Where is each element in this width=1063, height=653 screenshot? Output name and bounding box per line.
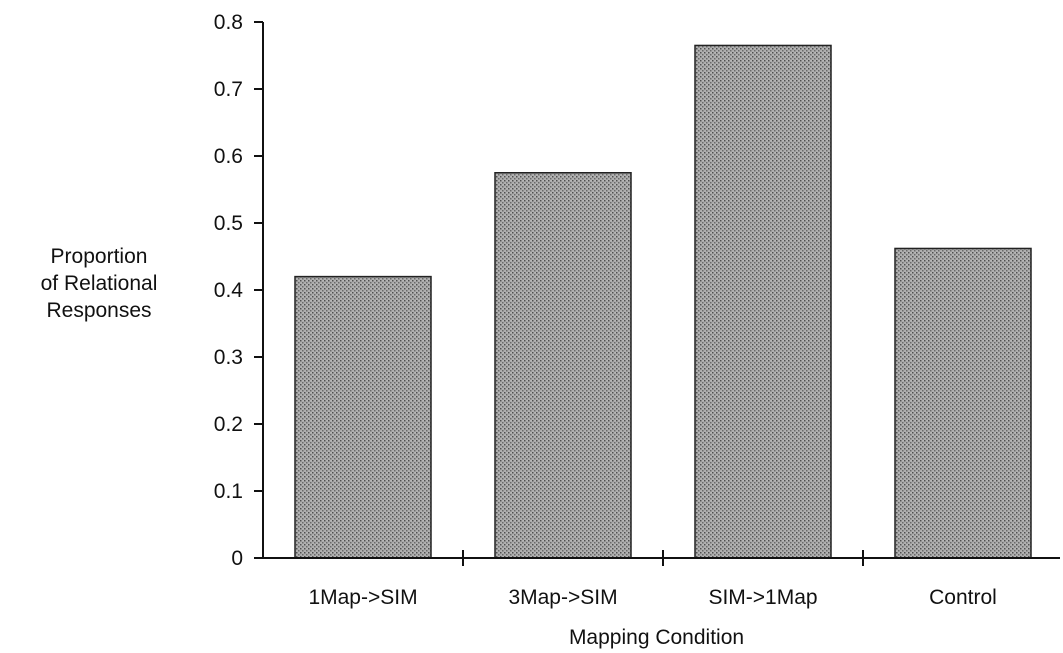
y-tick-label: 0.1 [214, 480, 243, 503]
category-label: 3Map->SIM [508, 586, 617, 609]
bar-control [894, 247, 1032, 559]
y-axis-title-line-3: Responses [46, 299, 151, 322]
y-ticks: 0 0.1 0.2 0.3 0.4 0.5 0.6 0.7 0.8 [214, 11, 263, 570]
category-label: SIM->1Map [708, 586, 817, 609]
bar-sim-1map [694, 44, 832, 559]
y-tick-label: 0.7 [214, 78, 243, 101]
bars-layer [294, 44, 1032, 559]
category-label: 1Map->SIM [308, 586, 417, 609]
bar-3map-sim [494, 172, 632, 559]
y-tick-label: 0.2 [214, 413, 243, 436]
category-labels: 1Map->SIM 3Map->SIM SIM->1Map Control [308, 586, 996, 609]
y-axis-title-line-2: of Relational [41, 272, 158, 295]
y-tick-label: 0.6 [214, 145, 243, 168]
y-tick-label: 0.3 [214, 346, 243, 369]
y-tick-label: 0 [231, 547, 243, 570]
y-axis-title-line-1: Proportion [51, 245, 148, 268]
category-label: Control [929, 586, 997, 609]
y-tick-label: 0.4 [214, 279, 244, 302]
x-ticks [462, 550, 864, 566]
bar-1map-sim [294, 275, 432, 559]
y-tick-label: 0.5 [214, 212, 243, 235]
y-tick-label: 0.8 [214, 11, 243, 34]
x-axis-title: Mapping Condition [569, 626, 744, 649]
